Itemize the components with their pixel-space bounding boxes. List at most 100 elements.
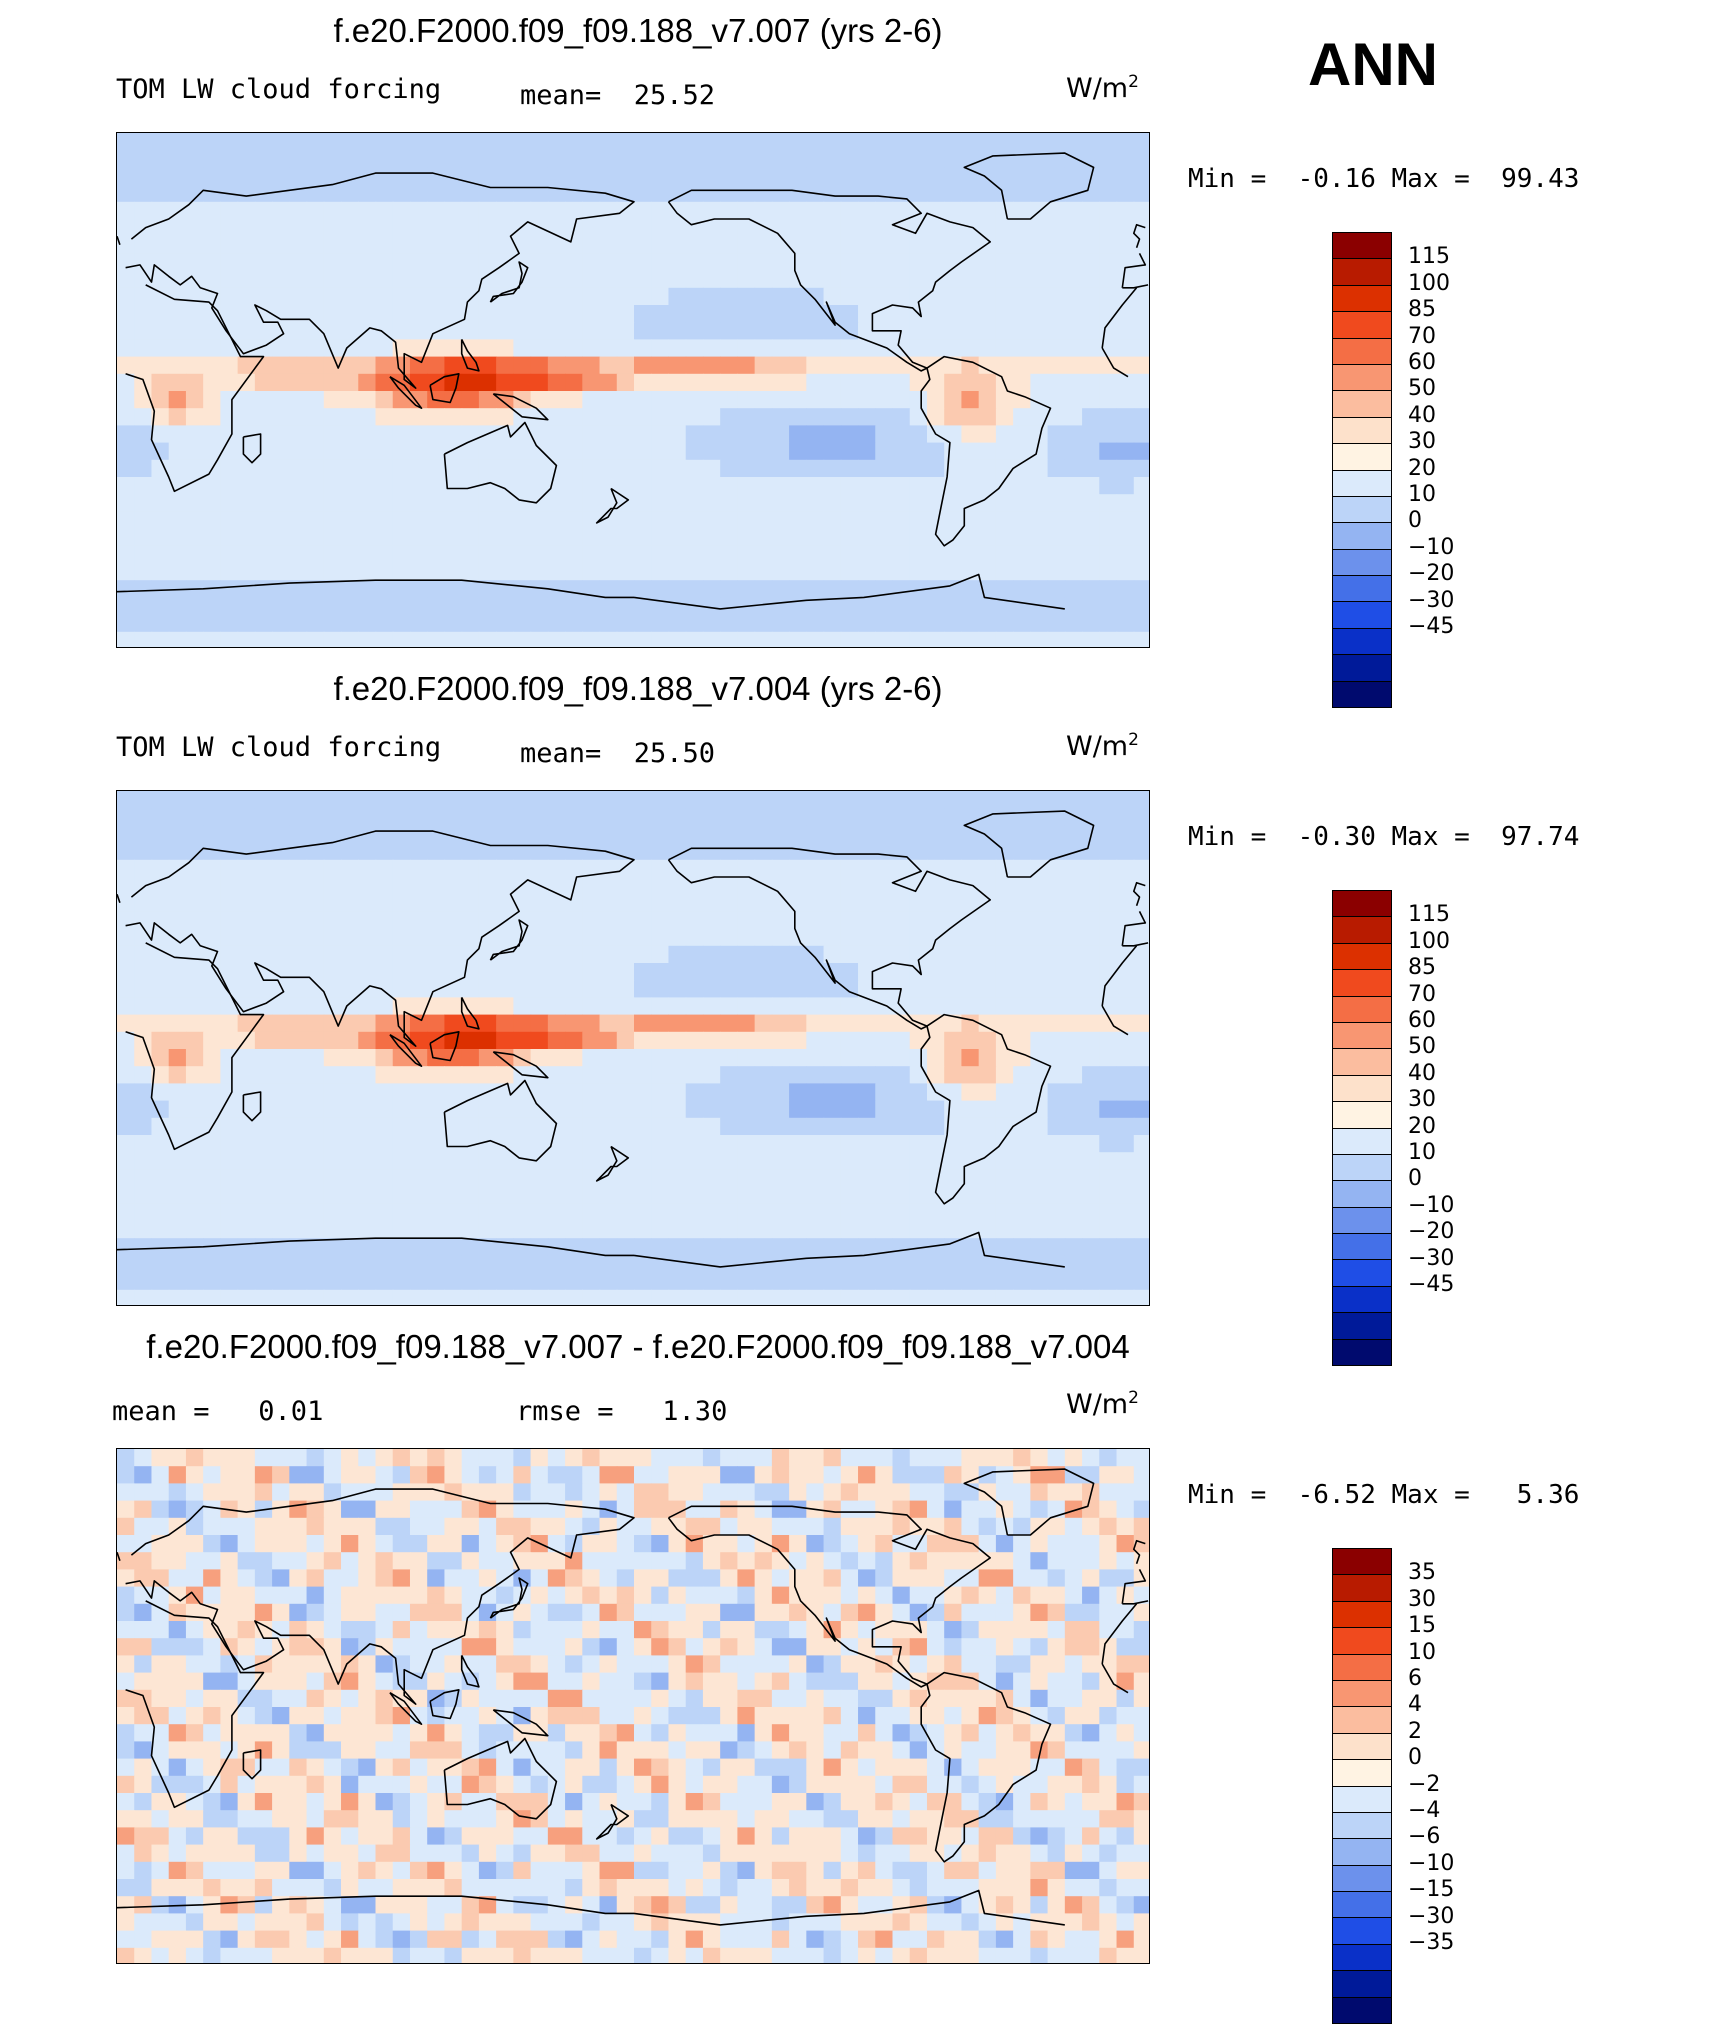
- color-bar-tick-label: 85: [1408, 299, 1436, 321]
- color-bar-box: [1333, 550, 1391, 576]
- color-bar-box: [1333, 1602, 1391, 1628]
- color-bar-box: [1333, 917, 1391, 943]
- mean-label: mean= 25.52: [520, 80, 715, 111]
- color-bar-tick-label: 50: [1408, 378, 1436, 400]
- unit-label: W/m2: [1066, 1388, 1139, 1420]
- color-bar-box: [1333, 682, 1391, 707]
- color-bar-box: [1333, 391, 1391, 417]
- color-bar: [1332, 1548, 1392, 2024]
- color-bar-box: [1333, 1287, 1391, 1313]
- unit-label: W/m2: [1066, 72, 1139, 104]
- color-bar-box: [1333, 1049, 1391, 1075]
- color-bar-box: [1333, 1628, 1391, 1654]
- color-bar-box: [1333, 970, 1391, 996]
- color-bar-tick-label: 50: [1408, 1036, 1436, 1058]
- color-bar-box: [1333, 233, 1391, 259]
- color-bar-tick-label: 6: [1408, 1668, 1422, 1690]
- color-bar-box: [1333, 1839, 1391, 1865]
- color-bar-box: [1333, 1129, 1391, 1155]
- color-bar-box: [1333, 286, 1391, 312]
- color-bar-box: [1333, 1340, 1391, 1365]
- color-bar-box: [1333, 602, 1391, 628]
- color-bar: [1332, 890, 1392, 1366]
- color-bar-box: [1333, 629, 1391, 655]
- color-bar-box: [1333, 471, 1391, 497]
- color-bar-tick-label: 20: [1408, 1116, 1436, 1138]
- variable-label: TOM LW cloud forcing: [116, 732, 441, 763]
- min-max-label: Min = -6.52 Max = 5.36: [1188, 1480, 1579, 1510]
- color-bar-tick-label: −20: [1408, 563, 1454, 585]
- color-bar-tick-label: 0: [1408, 1747, 1422, 1769]
- panel-title: f.e20.F2000.f09_f09.188_v7.007 - f.e20.F…: [0, 1328, 1276, 1366]
- color-bar-tick-label: −4: [1408, 1800, 1440, 1822]
- color-bar-tick-label: 40: [1408, 1063, 1436, 1085]
- color-bar-box: [1333, 1760, 1391, 1786]
- color-bar-box: [1333, 339, 1391, 365]
- color-bar-box: [1333, 523, 1391, 549]
- color-bar-tick-label: 115: [1408, 904, 1450, 926]
- color-bar-tick-label: 10: [1408, 1142, 1436, 1164]
- mean-label: mean = 0.01: [112, 1396, 323, 1427]
- color-bar-tick-label: 115: [1408, 246, 1450, 268]
- color-bar-box: [1333, 1681, 1391, 1707]
- color-bar-box: [1333, 891, 1391, 917]
- color-bar-tick-label: −30: [1408, 1906, 1454, 1928]
- color-bar-box: [1333, 312, 1391, 338]
- color-bar-tick-label: −15: [1408, 1879, 1454, 1901]
- unit-label: W/m2: [1066, 730, 1139, 762]
- color-bar-tick-label: −10: [1408, 1853, 1454, 1875]
- color-bar-tick-label: −2: [1408, 1774, 1440, 1796]
- panel-title: f.e20.F2000.f09_f09.188_v7.004 (yrs 2-6): [0, 670, 1276, 708]
- color-bar-tick-label: 2: [1408, 1721, 1422, 1743]
- color-bar-box: [1333, 1076, 1391, 1102]
- color-bar-box: [1333, 1208, 1391, 1234]
- color-bar-tick-label: 30: [1408, 431, 1436, 453]
- rmse-label: rmse = 1.30: [516, 1396, 727, 1427]
- color-bar-tick-label: 60: [1408, 1010, 1436, 1032]
- color-bar-tick-label: 4: [1408, 1694, 1422, 1716]
- color-bar-box: [1333, 1945, 1391, 1971]
- color-bar-box: [1333, 418, 1391, 444]
- color-bar-tick-label: −10: [1408, 537, 1454, 559]
- color-bar-tick-label: 30: [1408, 1089, 1436, 1111]
- color-bar-box: [1333, 1234, 1391, 1260]
- color-bar-box: [1333, 259, 1391, 285]
- color-bar-tick-label: 0: [1408, 1168, 1422, 1190]
- color-bar-tick-label: −45: [1408, 616, 1454, 638]
- color-bar-tick-label: 0: [1408, 510, 1422, 532]
- color-bar-tick-label: 70: [1408, 984, 1436, 1006]
- color-bar-tick-label: 60: [1408, 352, 1436, 374]
- color-bar-box: [1333, 1707, 1391, 1733]
- color-bar-tick-label: 100: [1408, 931, 1450, 953]
- panel-title: f.e20.F2000.f09_f09.188_v7.007 (yrs 2-6): [0, 12, 1276, 50]
- color-bar-tick-label: 70: [1408, 326, 1436, 348]
- mean-label: mean= 25.50: [520, 738, 715, 769]
- world-map: [116, 790, 1150, 1306]
- color-bar-box: [1333, 1866, 1391, 1892]
- color-bar-box: [1333, 1575, 1391, 1601]
- color-bar-tick-label: −30: [1408, 1248, 1454, 1270]
- color-bar-tick-label: 35: [1408, 1562, 1436, 1584]
- world-map: [116, 1448, 1150, 1964]
- color-bar-tick-label: 100: [1408, 273, 1450, 295]
- map-field: [117, 133, 1150, 648]
- color-bar-tick-label: 20: [1408, 458, 1436, 480]
- color-bar-tick-label: −20: [1408, 1221, 1454, 1243]
- color-bar-box: [1333, 1549, 1391, 1575]
- color-bar-box: [1333, 1734, 1391, 1760]
- color-bar-tick-label: 85: [1408, 957, 1436, 979]
- color-bar-box: [1333, 655, 1391, 681]
- color-bar-box: [1333, 1892, 1391, 1918]
- color-bar-tick-label: 40: [1408, 405, 1436, 427]
- color-bar-tick-label: −10: [1408, 1195, 1454, 1217]
- color-bar-box: [1333, 1260, 1391, 1286]
- color-bar-box: [1333, 576, 1391, 602]
- color-bar-box: [1333, 1655, 1391, 1681]
- color-bar-box: [1333, 944, 1391, 970]
- color-bar-box: [1333, 1998, 1391, 2023]
- color-bar-box: [1333, 1155, 1391, 1181]
- color-bar-box: [1333, 365, 1391, 391]
- map-field: [117, 791, 1150, 1306]
- color-bar-tick-label: 10: [1408, 1642, 1436, 1664]
- season-label: ANN: [1308, 30, 1438, 99]
